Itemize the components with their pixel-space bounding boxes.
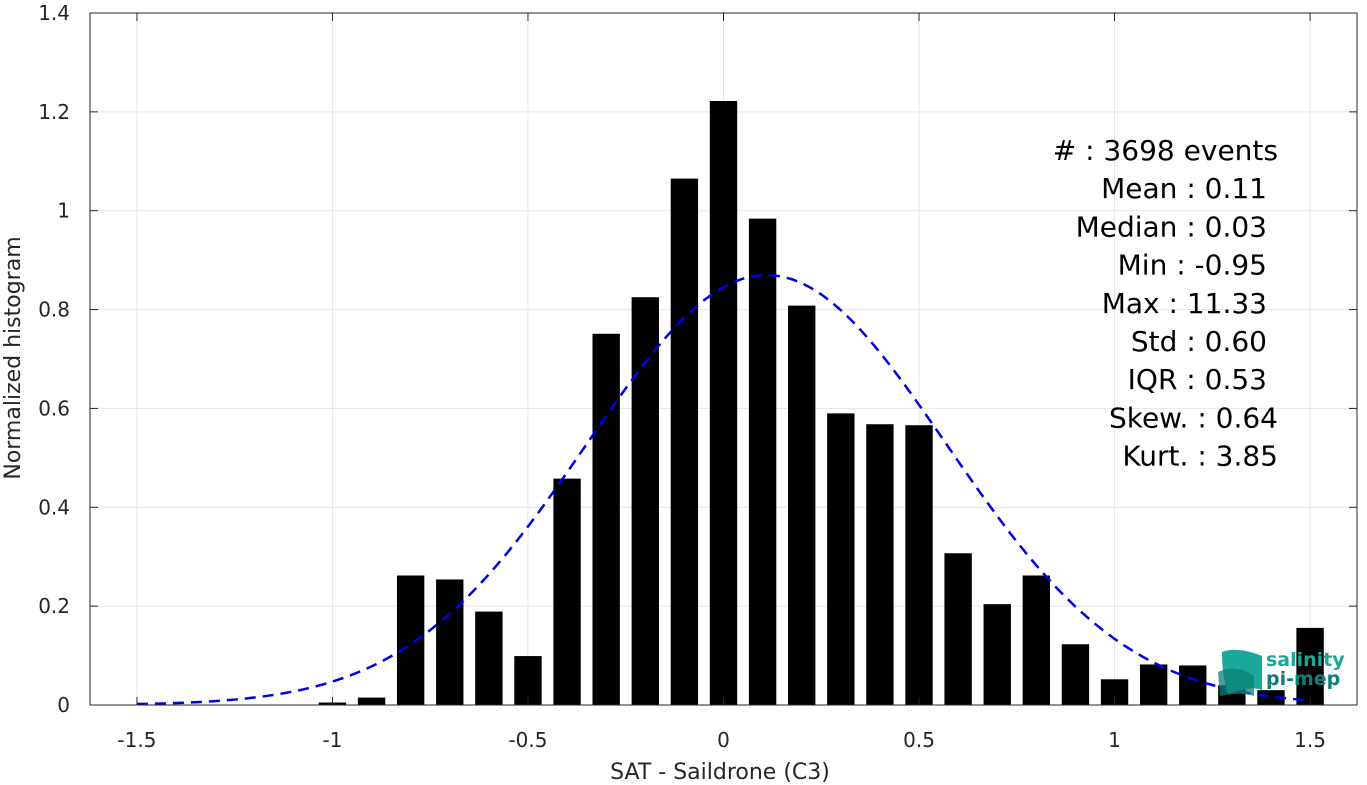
y-tick-label: 0.2	[38, 594, 70, 618]
stat-line: Skew. : 0.64	[1109, 401, 1278, 434]
stat-line: Max : 11.33	[1102, 287, 1267, 320]
histogram-bar	[1061, 644, 1090, 705]
stat-line: Std : 0.60	[1131, 325, 1267, 358]
y-tick-label: 0	[57, 693, 70, 717]
y-tick-label: 1	[57, 199, 70, 223]
histogram-bar	[1139, 664, 1168, 705]
x-tick-label: 0.5	[903, 728, 935, 752]
histogram-bar	[514, 656, 542, 705]
gaussian-fit-curve	[136, 273, 1311, 706]
histogram-bar	[436, 579, 464, 705]
x-tick-label: 1.5	[1294, 728, 1326, 752]
y-tick-label: 1.4	[38, 1, 70, 25]
histogram-bar	[1022, 575, 1051, 705]
y-axis-label: Normalized histogram	[1, 236, 26, 479]
stat-line: Kurt. : 3.85	[1122, 440, 1278, 473]
histogram-bar	[905, 425, 933, 705]
logo-text-pimep: pi-mep	[1266, 668, 1340, 690]
histogram-bar	[592, 333, 620, 705]
histogram-bar	[709, 100, 738, 706]
histogram-bar	[553, 478, 581, 705]
x-tick-label: -1	[322, 728, 342, 752]
stat-line: Mean : 0.11	[1101, 172, 1267, 205]
logo-wave-shape-2	[1218, 668, 1254, 696]
histogram-bar	[357, 697, 386, 705]
stat-line: Min : -0.95	[1118, 249, 1267, 282]
salinity-pimep-logo: salinity pi-mep	[1218, 649, 1345, 696]
stat-line: # : 3698 events	[1053, 134, 1278, 167]
logo-text-salinity: salinity	[1266, 649, 1345, 671]
x-tick-label: 0	[717, 728, 730, 752]
x-tick-label: -1.5	[117, 728, 156, 752]
x-tick-label: 1	[1108, 728, 1121, 752]
stat-line: IQR : 0.53	[1128, 363, 1267, 396]
stat-line: Median : 0.03	[1076, 210, 1267, 243]
histogram-bar	[827, 413, 855, 705]
y-tick-label: 0.4	[38, 495, 70, 519]
histogram-bar	[866, 424, 894, 705]
histogram-bar	[1296, 627, 1324, 705]
axes-ticks: -1.5 -1 -0.5 0 0.5 1 1.5 0 0.2 0.4 0.6 0.8 1 1.2 1.4	[38, 1, 1357, 752]
histogram-bar	[1179, 665, 1207, 705]
histogram-bar	[475, 611, 503, 705]
histogram-bar	[631, 297, 659, 705]
x-tick-label: -0.5	[508, 728, 547, 752]
histogram-bar	[788, 305, 816, 705]
statistics-box: # : 3698 events Mean : 0.11 Median : 0.03 M…	[1053, 134, 1278, 473]
histogram-bar	[983, 604, 1011, 705]
histogram-bar	[1257, 690, 1285, 705]
histogram-bar	[748, 218, 777, 705]
y-tick-label: 1.2	[38, 100, 70, 124]
y-tick-label: 0.8	[38, 298, 70, 322]
y-tick-label: 0.6	[38, 396, 70, 420]
histogram-bar	[670, 178, 699, 706]
histogram-bar	[396, 575, 425, 705]
x-axis-label: SAT - Saildrone (C3)	[610, 760, 830, 785]
histogram-bar	[944, 553, 972, 705]
histogram-bars	[318, 100, 1324, 706]
